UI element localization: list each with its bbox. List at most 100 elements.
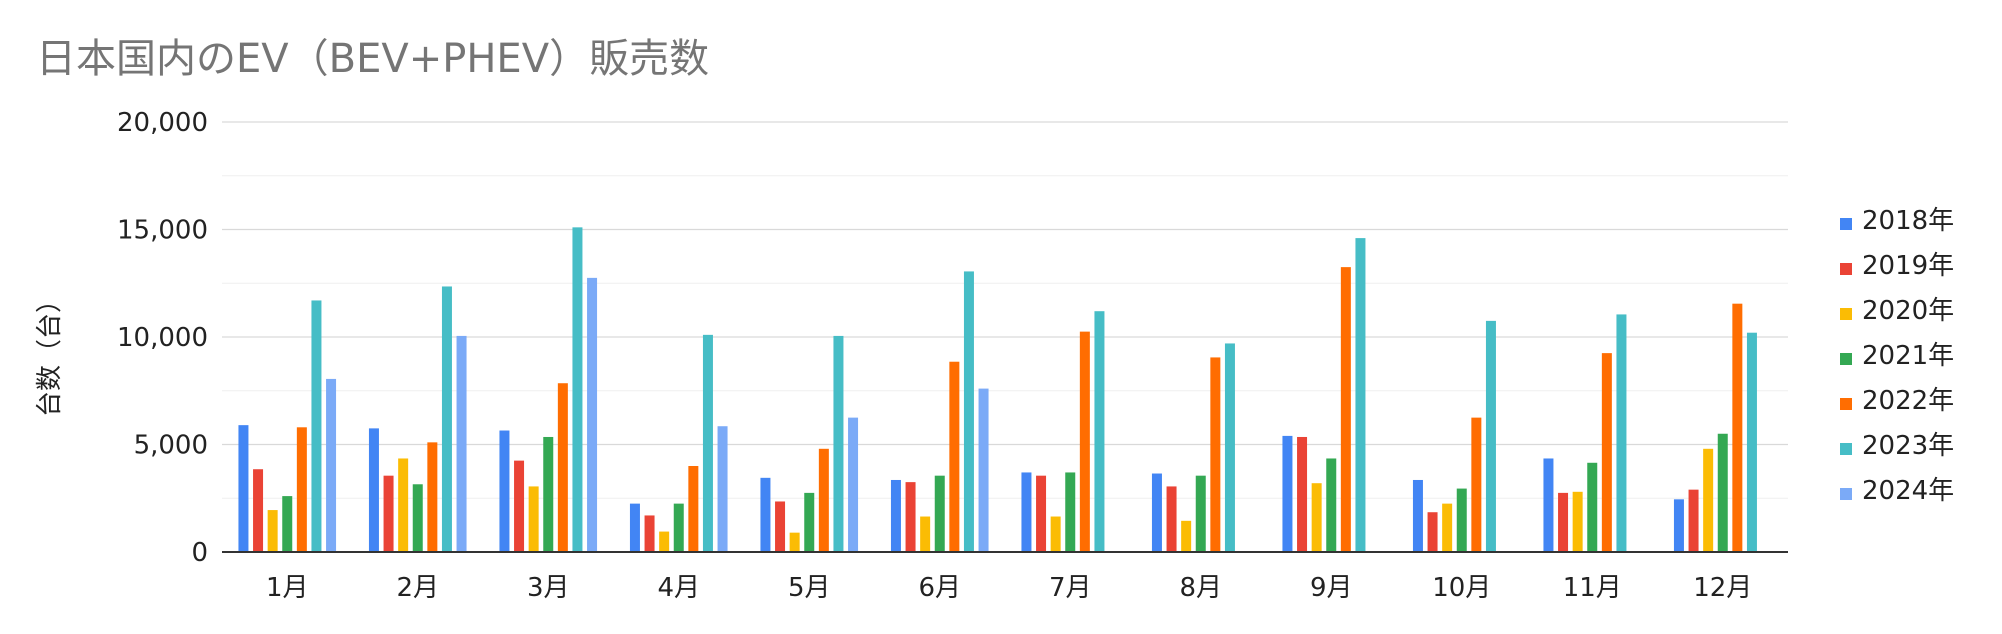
bar: [1021, 472, 1032, 552]
bar: [441, 286, 452, 552]
y-axis-ticks: 0 5,000 10,000 15,000 20,000: [117, 108, 208, 568]
x-axis-ticks: 1月 2月 3月 4月 5月 6月 7月 8月 9月 10月 11月 12月: [266, 573, 1752, 603]
x-tick-label: 12月: [1693, 573, 1752, 603]
legend-label: 2021年: [1862, 341, 1954, 371]
bar: [1746, 332, 1757, 552]
legend-label: 2024年: [1862, 476, 1954, 506]
y-tick-label: 0: [191, 538, 208, 568]
bar: [1732, 303, 1743, 552]
bar: [1326, 458, 1337, 552]
legend-swatch: [1840, 218, 1852, 230]
bar: [253, 469, 264, 552]
bar: [267, 510, 278, 552]
x-tick-label: 11月: [1563, 573, 1622, 603]
x-tick-label: 2月: [396, 573, 439, 603]
x-tick-label: 4月: [657, 573, 700, 603]
bar: [848, 417, 859, 552]
bar: [978, 388, 989, 552]
bar: [644, 515, 655, 552]
legend-swatch: [1840, 263, 1852, 275]
x-tick-label: 10月: [1432, 573, 1491, 603]
bar: [804, 492, 815, 552]
bar: [833, 335, 844, 552]
bar: [1181, 520, 1192, 552]
bar: [1471, 417, 1482, 552]
bar: [818, 448, 829, 552]
legend-swatch: [1840, 398, 1852, 410]
bar: [1079, 331, 1090, 552]
bar: [1355, 238, 1366, 552]
bar: [1543, 458, 1554, 552]
bar: [311, 300, 322, 552]
y-tick-label: 15,000: [117, 216, 208, 246]
bar: [920, 516, 931, 552]
legend-label: 2020年: [1862, 296, 1954, 326]
bar: [1485, 320, 1496, 552]
bar: [1210, 357, 1221, 552]
bar: [1587, 462, 1598, 552]
bar: [572, 227, 583, 552]
bar: [1297, 436, 1308, 552]
x-tick-label: 5月: [788, 573, 831, 603]
bar: [717, 426, 728, 552]
x-tick-label: 6月: [918, 573, 961, 603]
x-tick-label: 8月: [1179, 573, 1222, 603]
bar: [383, 475, 394, 552]
legend-swatch: [1840, 443, 1852, 455]
legend-label: 2022年: [1862, 386, 1954, 416]
bar: [659, 531, 670, 552]
bar: [543, 436, 554, 552]
legend-swatch: [1840, 488, 1852, 500]
bar: [1601, 353, 1612, 552]
x-tick-label: 3月: [527, 573, 570, 603]
bar: [1195, 475, 1206, 552]
bar: [412, 484, 423, 552]
bar: [1166, 486, 1177, 552]
bar: [1412, 479, 1423, 552]
bar: [456, 335, 467, 552]
bar: [1442, 503, 1453, 552]
bar: [326, 378, 337, 552]
bar: [702, 334, 713, 552]
bar: [1673, 499, 1684, 552]
bar: [1036, 475, 1047, 552]
x-tick-label: 9月: [1310, 573, 1353, 603]
bar: [587, 277, 598, 552]
bar: [1688, 489, 1699, 552]
bar: [1065, 472, 1076, 552]
bar: [427, 442, 438, 552]
y-axis-label: 台数（台）: [35, 287, 65, 417]
bar: [514, 460, 525, 552]
x-tick-label: 1月: [266, 573, 309, 603]
bar: [1427, 512, 1438, 552]
bar: [398, 458, 409, 552]
bar: [905, 482, 916, 552]
bar: [688, 466, 699, 552]
x-tick-label: 7月: [1049, 573, 1092, 603]
bar: [963, 271, 974, 552]
chart-title: 日本国内のEV（BEV+PHEV）販売数: [36, 36, 709, 82]
y-tick-label: 20,000: [117, 108, 208, 138]
bar: [499, 430, 510, 552]
bar: [1282, 435, 1293, 552]
bar: [1558, 492, 1569, 552]
bars: [238, 227, 1757, 552]
bar: [934, 475, 945, 552]
legend-label: 2023年: [1862, 431, 1954, 461]
bar: [949, 361, 960, 552]
bar: [557, 383, 568, 552]
bar: [1456, 488, 1467, 552]
bar: [1311, 483, 1322, 552]
legend-swatch: [1840, 308, 1852, 320]
bar: [1703, 448, 1714, 552]
bar: [1340, 267, 1351, 552]
bar: [1151, 473, 1162, 552]
bar: [760, 477, 771, 552]
y-tick-label: 10,000: [117, 323, 208, 353]
bar: [368, 428, 379, 552]
bar: [528, 486, 539, 552]
bar: [1094, 311, 1105, 552]
bar: [789, 532, 800, 552]
bar: [1050, 516, 1061, 552]
